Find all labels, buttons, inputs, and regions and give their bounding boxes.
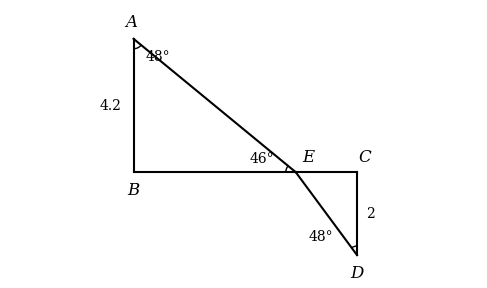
Text: A: A: [126, 14, 138, 31]
Text: C: C: [359, 149, 372, 166]
Text: B: B: [128, 182, 140, 199]
Text: 46°: 46°: [249, 152, 274, 166]
Text: 48°: 48°: [309, 230, 334, 244]
Text: 2: 2: [366, 206, 375, 221]
Text: 48°: 48°: [145, 50, 170, 64]
Text: D: D: [350, 265, 364, 282]
Text: 4.2: 4.2: [99, 98, 121, 113]
Text: E: E: [302, 149, 315, 166]
